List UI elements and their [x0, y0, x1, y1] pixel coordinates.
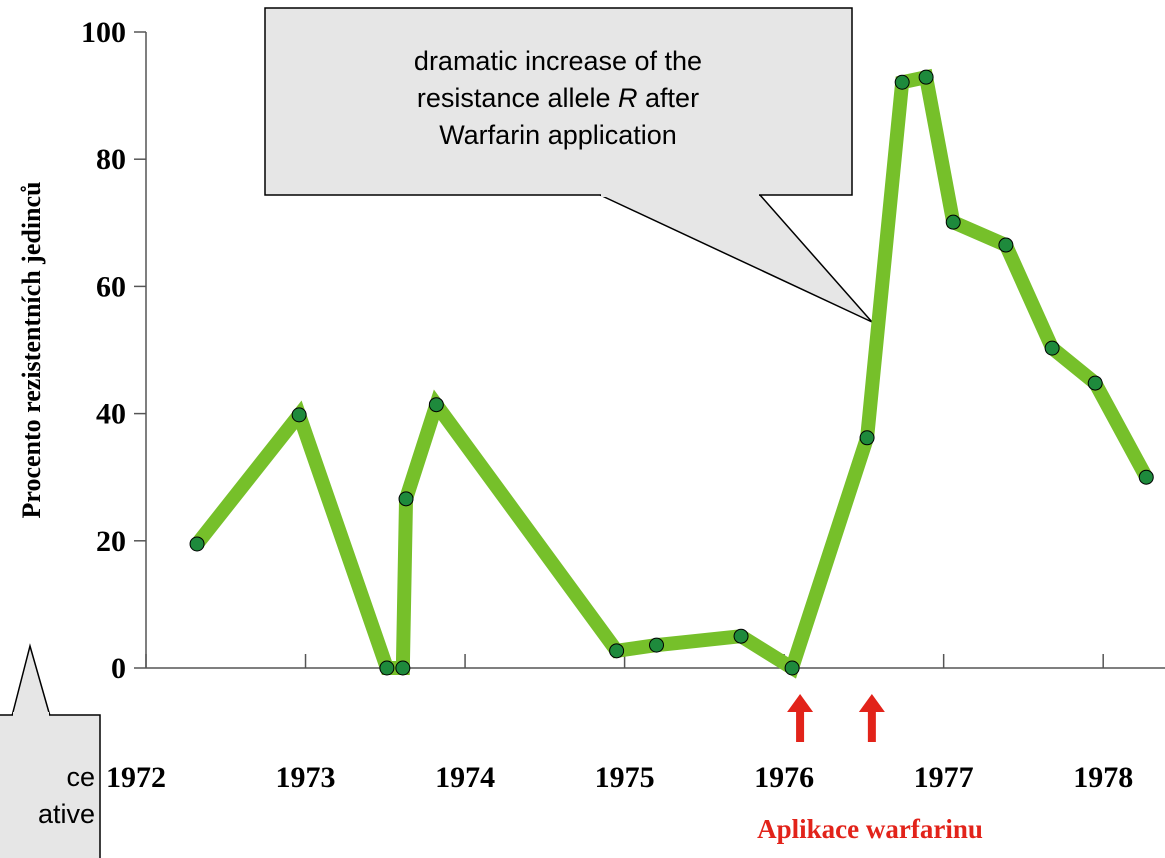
data-point	[395, 660, 411, 676]
callout-joint	[13, 712, 49, 717]
x-note: Aplikace warfarinu	[757, 814, 983, 844]
data-point	[1087, 375, 1103, 391]
annotation-text: ative	[38, 799, 95, 829]
x-tick-label: 1976	[754, 761, 814, 794]
data-point	[1044, 340, 1060, 356]
data-point	[609, 643, 625, 659]
annotation-line: resistance allele R after	[417, 83, 699, 113]
data-point	[998, 237, 1014, 253]
annotation-text: after	[638, 83, 700, 113]
callout-pointer	[599, 194, 873, 323]
annotation-text: resistance allele	[417, 83, 618, 113]
data-point	[945, 214, 961, 230]
y-axis-label: Procento rezistentních jedinců	[17, 182, 46, 519]
x-tick-label: 1974	[435, 761, 495, 794]
annotation-text: ce	[66, 762, 95, 792]
y-tick-label: 0	[111, 652, 126, 685]
data-point	[428, 397, 444, 413]
annotation-line: dramatic increase of the	[414, 46, 702, 76]
y-tick-label: 40	[96, 398, 126, 431]
data-point	[894, 74, 910, 90]
y-tick-label: 100	[81, 16, 126, 49]
data-point	[859, 430, 875, 446]
y-tick-label: 60	[96, 270, 126, 303]
annotation-text: R	[618, 83, 638, 113]
event-arrow	[858, 694, 885, 742]
annotation-line: Warfarin application	[439, 120, 677, 150]
data-point	[1138, 469, 1154, 485]
event-arrow	[787, 694, 814, 742]
y-tick-label: 80	[96, 143, 126, 176]
annotation-line: ative	[38, 799, 95, 829]
callout-left	[0, 643, 101, 858]
x-tick-label: 1973	[276, 761, 336, 794]
callout-pointer	[11, 643, 51, 717]
data-point	[291, 407, 307, 423]
callout-box	[264, 7, 853, 196]
x-tick-label: 1977	[914, 761, 974, 794]
x-tick-label: 1975	[595, 761, 655, 794]
annotation-line: ce	[66, 762, 95, 792]
data-point	[189, 536, 205, 552]
callout-joint	[601, 192, 759, 197]
x-tick-label: 1972	[106, 761, 166, 794]
y-tick-label: 20	[96, 525, 126, 558]
x-tick-label: 1978	[1073, 761, 1133, 794]
data-point	[918, 69, 934, 85]
annotation-text: Warfarin application	[439, 120, 677, 150]
data-point	[784, 660, 800, 676]
annotation-text: dramatic increase of the	[414, 46, 702, 76]
callout-top	[264, 7, 873, 323]
data-point	[379, 660, 395, 676]
data-point	[733, 628, 749, 644]
data-point	[649, 637, 664, 653]
callout-box	[0, 714, 101, 858]
data-point	[398, 491, 414, 507]
